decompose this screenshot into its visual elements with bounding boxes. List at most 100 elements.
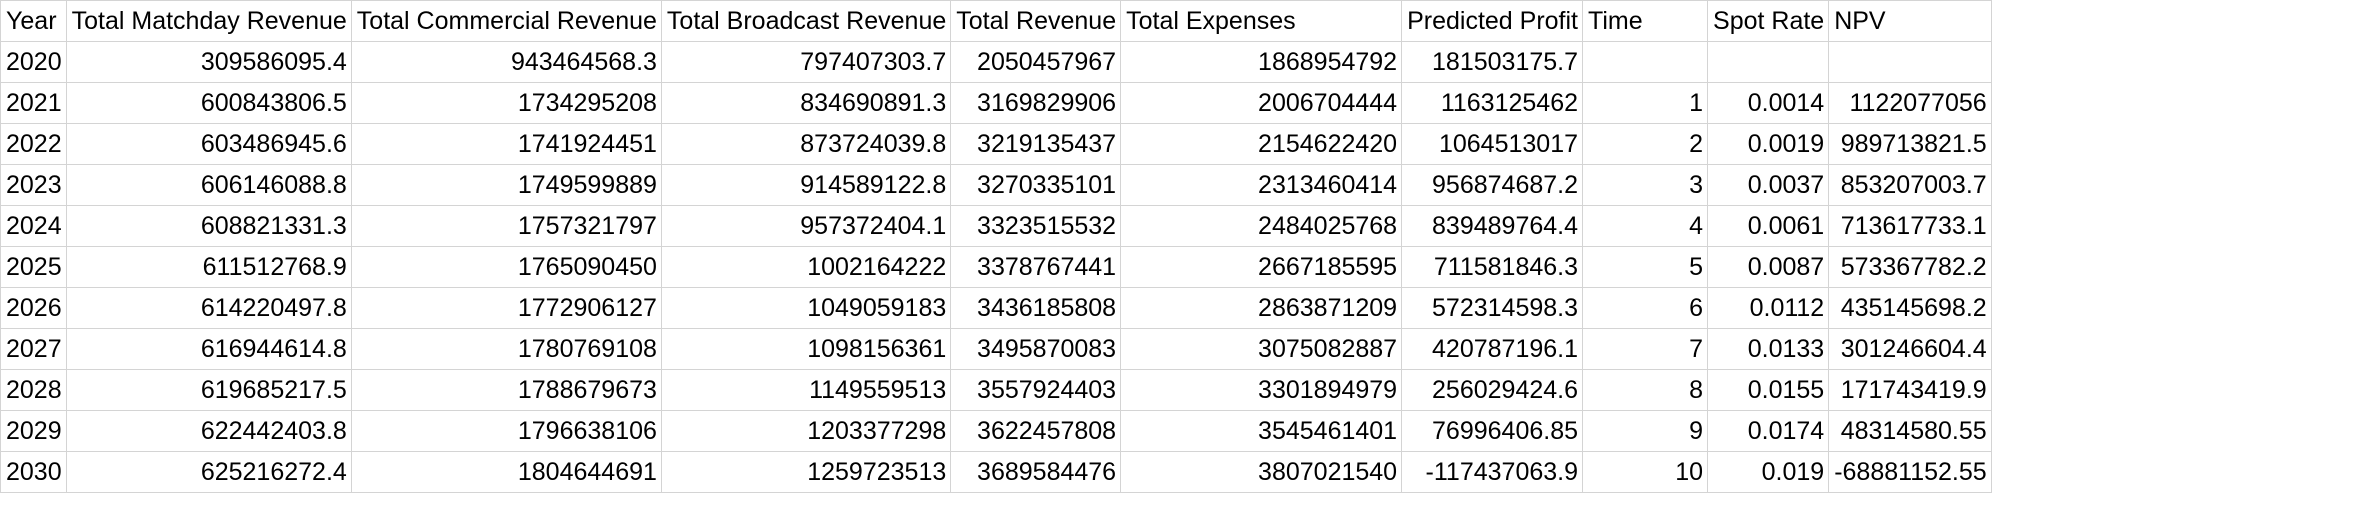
cell-year[interactable]: 2029 <box>0 410 67 452</box>
cell-total-matchday-revenue[interactable]: 622442403.8 <box>65 410 352 452</box>
cell-total-revenue[interactable]: 3378767441 <box>950 246 1122 288</box>
cell-total-matchday-revenue[interactable]: 606146088.8 <box>65 164 352 206</box>
cell-total-commercial-revenue[interactable]: 1757321797 <box>350 205 662 247</box>
cell-time[interactable]: 7 <box>1582 328 1709 370</box>
cell-predicted-profit[interactable]: 711581846.3 <box>1401 246 1584 288</box>
cell-total-matchday-revenue[interactable]: 611512768.9 <box>65 246 352 288</box>
cell-year[interactable]: 2030 <box>0 451 67 493</box>
cell-spot-rate[interactable]: 0.0174 <box>1707 410 1830 452</box>
cell-total-broadcast-revenue[interactable]: 1098156361 <box>660 328 952 370</box>
cell-time[interactable]: 4 <box>1582 205 1709 247</box>
cell-total-revenue[interactable]: 3689584476 <box>950 451 1122 493</box>
cell-time[interactable]: 5 <box>1582 246 1709 288</box>
cell-total-revenue[interactable]: 3270335101 <box>950 164 1122 206</box>
cell-npv[interactable]: 171743419.9 <box>1828 369 1992 411</box>
cell-total-broadcast-revenue[interactable]: 914589122.8 <box>660 164 952 206</box>
cell-spot-rate[interactable]: 0.019 <box>1707 451 1830 493</box>
cell-total-broadcast-revenue[interactable]: 873724039.8 <box>660 123 952 165</box>
cell-total-broadcast-revenue[interactable]: 1049059183 <box>660 287 952 329</box>
cell-total-matchday-revenue[interactable]: 625216272.4 <box>65 451 352 493</box>
cell-npv[interactable]: 1122077056 <box>1828 82 1992 124</box>
cell-total-broadcast-revenue[interactable]: 834690891.3 <box>660 82 952 124</box>
cell-npv[interactable]: 713617733.1 <box>1828 205 1992 247</box>
cell-predicted-profit[interactable]: 181503175.7 <box>1401 41 1584 83</box>
cell-predicted-profit[interactable]: -117437063.9 <box>1401 451 1584 493</box>
cell-total-broadcast-revenue[interactable]: 1259723513 <box>660 451 952 493</box>
cell-total-revenue[interactable]: 3622457808 <box>950 410 1122 452</box>
cell-total-revenue[interactable]: 3436185808 <box>950 287 1122 329</box>
cell-npv[interactable]: 853207003.7 <box>1828 164 1992 206</box>
cell-total-matchday-revenue[interactable]: 616944614.8 <box>65 328 352 370</box>
cell-year[interactable]: 2021 <box>0 82 67 124</box>
cell-year[interactable]: 2028 <box>0 369 67 411</box>
cell-year[interactable]: 2020 <box>0 41 67 83</box>
cell-npv[interactable]: 989713821.5 <box>1828 123 1992 165</box>
header-cell-time[interactable]: Time <box>1582 0 1709 42</box>
cell-total-expenses[interactable]: 2006704444 <box>1120 82 1403 124</box>
cell-npv[interactable]: 48314580.55 <box>1828 410 1992 452</box>
cell-total-commercial-revenue[interactable]: 1780769108 <box>350 328 662 370</box>
cell-npv[interactable]: -68881152.55 <box>1828 451 1992 493</box>
cell-total-commercial-revenue[interactable]: 1749599889 <box>350 164 662 206</box>
cell-total-commercial-revenue[interactable]: 1765090450 <box>350 246 662 288</box>
cell-total-revenue[interactable]: 3219135437 <box>950 123 1122 165</box>
cell-spot-rate[interactable]: 0.0037 <box>1707 164 1830 206</box>
cell-npv[interactable]: 435145698.2 <box>1828 287 1992 329</box>
cell-total-expenses[interactable]: 1868954792 <box>1120 41 1403 83</box>
cell-year[interactable]: 2022 <box>0 123 67 165</box>
header-cell-total-matchday-revenue[interactable]: Total Matchday Revenue <box>65 0 352 42</box>
cell-predicted-profit[interactable]: 76996406.85 <box>1401 410 1584 452</box>
header-cell-total-expenses[interactable]: Total Expenses <box>1120 0 1403 42</box>
cell-year[interactable]: 2025 <box>0 246 67 288</box>
cell-predicted-profit[interactable]: 420787196.1 <box>1401 328 1584 370</box>
cell-year[interactable]: 2026 <box>0 287 67 329</box>
cell-total-expenses[interactable]: 2484025768 <box>1120 205 1403 247</box>
cell-total-expenses[interactable]: 2313460414 <box>1120 164 1403 206</box>
cell-year[interactable]: 2024 <box>0 205 67 247</box>
cell-npv[interactable] <box>1828 41 1992 83</box>
cell-time[interactable]: 2 <box>1582 123 1709 165</box>
header-cell-total-revenue[interactable]: Total Revenue <box>950 0 1122 42</box>
header-cell-predicted-profit[interactable]: Predicted Profit <box>1401 0 1584 42</box>
header-cell-total-broadcast-revenue[interactable]: Total Broadcast Revenue <box>660 0 952 42</box>
cell-total-matchday-revenue[interactable]: 619685217.5 <box>65 369 352 411</box>
cell-total-commercial-revenue[interactable]: 1796638106 <box>350 410 662 452</box>
cell-total-revenue[interactable]: 3495870083 <box>950 328 1122 370</box>
header-cell-year[interactable]: Year <box>0 0 67 42</box>
cell-total-commercial-revenue[interactable]: 1804644691 <box>350 451 662 493</box>
cell-total-revenue[interactable]: 3169829906 <box>950 82 1122 124</box>
cell-total-matchday-revenue[interactable]: 603486945.6 <box>65 123 352 165</box>
header-cell-spot-rate[interactable]: Spot Rate <box>1707 0 1830 42</box>
cell-time[interactable]: 1 <box>1582 82 1709 124</box>
cell-time[interactable]: 6 <box>1582 287 1709 329</box>
cell-time[interactable]: 9 <box>1582 410 1709 452</box>
cell-total-commercial-revenue[interactable]: 1741924451 <box>350 123 662 165</box>
cell-total-commercial-revenue[interactable]: 943464568.3 <box>350 41 662 83</box>
cell-predicted-profit[interactable]: 839489764.4 <box>1401 205 1584 247</box>
cell-total-revenue[interactable]: 2050457967 <box>950 41 1122 83</box>
cell-predicted-profit[interactable]: 1064513017 <box>1401 123 1584 165</box>
cell-spot-rate[interactable] <box>1707 41 1830 83</box>
cell-predicted-profit[interactable]: 956874687.2 <box>1401 164 1584 206</box>
cell-total-broadcast-revenue[interactable]: 797407303.7 <box>660 41 952 83</box>
cell-spot-rate[interactable]: 0.0014 <box>1707 82 1830 124</box>
cell-total-expenses[interactable]: 3807021540 <box>1120 451 1403 493</box>
cell-spot-rate[interactable]: 0.0061 <box>1707 205 1830 247</box>
header-cell-total-commercial-revenue[interactable]: Total Commercial Revenue <box>350 0 662 42</box>
cell-total-commercial-revenue[interactable]: 1734295208 <box>350 82 662 124</box>
cell-total-broadcast-revenue[interactable]: 1002164222 <box>660 246 952 288</box>
cell-spot-rate[interactable]: 0.0155 <box>1707 369 1830 411</box>
cell-spot-rate[interactable]: 0.0019 <box>1707 123 1830 165</box>
cell-total-revenue[interactable]: 3557924403 <box>950 369 1122 411</box>
cell-npv[interactable]: 301246604.4 <box>1828 328 1992 370</box>
cell-time[interactable]: 10 <box>1582 451 1709 493</box>
cell-time[interactable]: 3 <box>1582 164 1709 206</box>
cell-total-matchday-revenue[interactable]: 309586095.4 <box>65 41 352 83</box>
cell-total-expenses[interactable]: 3301894979 <box>1120 369 1403 411</box>
cell-total-expenses[interactable]: 3075082887 <box>1120 328 1403 370</box>
cell-npv[interactable]: 573367782.2 <box>1828 246 1992 288</box>
cell-total-matchday-revenue[interactable]: 608821331.3 <box>65 205 352 247</box>
cell-predicted-profit[interactable]: 256029424.6 <box>1401 369 1584 411</box>
cell-year[interactable]: 2027 <box>0 328 67 370</box>
cell-predicted-profit[interactable]: 1163125462 <box>1401 82 1584 124</box>
